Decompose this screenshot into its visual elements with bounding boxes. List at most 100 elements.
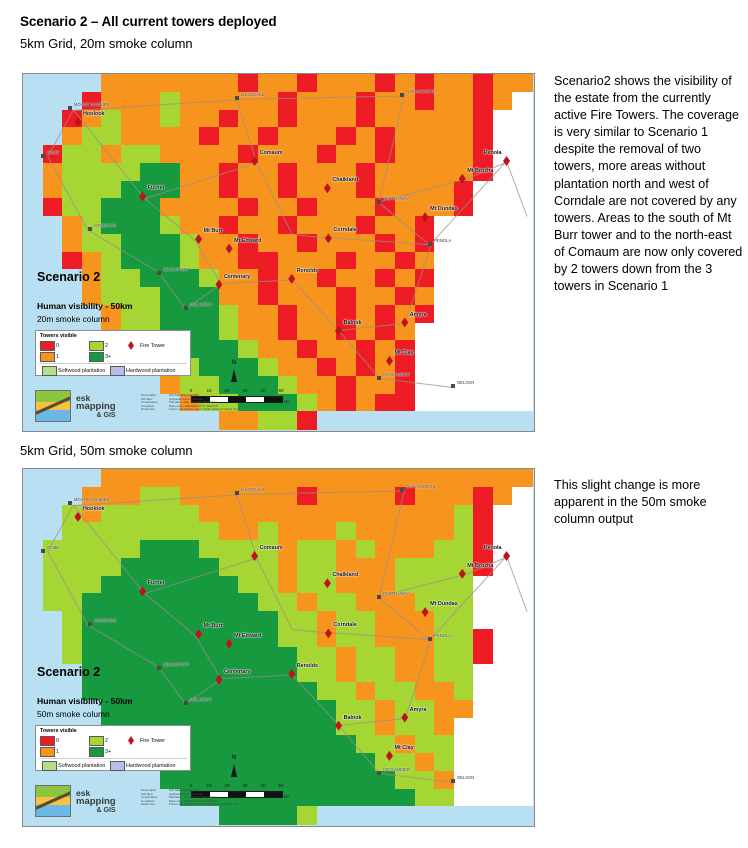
grid-cell: [453, 717, 474, 736]
grid-cell: [101, 216, 122, 235]
grid-cell: [23, 664, 44, 683]
grid-cell: [414, 540, 435, 559]
grid-cell: [453, 522, 474, 541]
grid-cell: [218, 735, 239, 754]
logo-line-3: & GIS: [96, 806, 116, 814]
grid-cell: [140, 682, 161, 701]
grid-cell: [336, 358, 357, 377]
grid-cell: [23, 628, 44, 648]
grid-cell: [23, 269, 44, 288]
grid-cell: [238, 180, 259, 199]
legend-swatch-plantation-0: [42, 761, 57, 771]
grid-cell: [160, 504, 181, 523]
fire-tower-label: Mt Burr: [203, 228, 223, 235]
grid-cell: [512, 411, 533, 430]
scale-bar-segment: [192, 397, 210, 402]
grid-cell: [23, 145, 44, 164]
grid-cell: [218, 251, 239, 270]
grid-cell: [316, 91, 337, 111]
grid-cell: [238, 628, 259, 648]
grid-cell: [199, 806, 220, 825]
grid-cell: [355, 486, 376, 506]
grid-cell: [81, 287, 102, 306]
grid-cell: [297, 664, 318, 683]
grid-cell: [336, 109, 357, 128]
scale-bar-segment: [264, 792, 282, 797]
grid-cell: [81, 682, 102, 701]
grid-cell: [179, 486, 200, 506]
town-square-icon: [234, 491, 239, 496]
grid-cell: [375, 682, 396, 701]
page-title: Scenario 2 – All current towers deployed: [20, 14, 277, 29]
grid-cell: [140, 287, 161, 306]
grid-cell: [355, 145, 376, 164]
town-square-icon: [400, 93, 405, 98]
grid-cell: [277, 251, 298, 270]
grid-cell: [238, 735, 259, 754]
grid-cell: [434, 699, 455, 719]
fire-tower-label: Furner: [147, 185, 165, 192]
grid-cell: [120, 575, 142, 594]
grid-cell: [414, 322, 435, 341]
grid-cell: [160, 593, 181, 612]
grid-cell: [394, 287, 416, 306]
grid-cell: [218, 540, 239, 559]
grid-cell: [394, 145, 416, 164]
grid-cell: [492, 699, 514, 719]
grid-cell: [238, 699, 259, 719]
grid-cell: [81, 699, 102, 719]
grid-cell: [23, 699, 44, 719]
grid-cell: [120, 233, 142, 253]
grid-cell: [297, 753, 318, 772]
grid-cell: [453, 375, 474, 395]
grid-cell: [218, 504, 239, 523]
grid-cell: [394, 322, 416, 341]
grid-cell: [218, 682, 239, 701]
fire-tower-icon: [503, 550, 511, 561]
legend-swatch-plantation-1: [110, 366, 125, 376]
grid-cell: [62, 233, 83, 253]
grid-cell: [218, 806, 239, 825]
grid-cell: [453, 646, 474, 665]
grid-cell: [355, 180, 376, 199]
grid-cell: [414, 593, 435, 612]
town-square-icon: [67, 500, 72, 505]
grid-cell: [453, 770, 474, 790]
grid-cell: [160, 393, 181, 412]
grid-cell: [42, 180, 63, 199]
town-square-icon: [451, 779, 456, 784]
grid-cell: [277, 557, 298, 577]
grid-cell: [160, 91, 181, 111]
grid-cell: [297, 557, 318, 577]
grid-cell: [375, 145, 396, 164]
grid-cell: [140, 788, 161, 807]
grid-cell: [473, 91, 494, 111]
grid-cell: [218, 611, 239, 630]
grid-cell: [297, 540, 318, 559]
grid-cell: [414, 145, 435, 164]
grid-cell: [375, 216, 396, 235]
scale-bar-segment: [264, 397, 282, 402]
grid-cell: [316, 375, 337, 395]
grid-cell: [101, 682, 122, 701]
grid-cell: [316, 735, 337, 754]
grid-cell: [140, 486, 161, 506]
grid-cell: [277, 770, 298, 790]
grid-cell: [277, 304, 298, 324]
grid-cell: [81, 788, 102, 807]
grid-cell: [238, 287, 259, 306]
scale-tick-20: 20: [224, 783, 230, 788]
grid-cell: [277, 74, 298, 93]
grid-cell: [81, 233, 102, 253]
grid-cell: [23, 375, 44, 395]
grid-cell: [277, 575, 298, 594]
town-square-icon: [67, 105, 72, 110]
grid-cell: [140, 74, 161, 93]
grid-cell: [434, 145, 455, 164]
grid-cell: [473, 269, 494, 288]
grid-cell: [218, 287, 239, 306]
grid-cell: [62, 646, 83, 665]
grid-cell: [277, 375, 298, 395]
grid-cell: [179, 91, 200, 111]
grid-cell: [414, 198, 435, 217]
